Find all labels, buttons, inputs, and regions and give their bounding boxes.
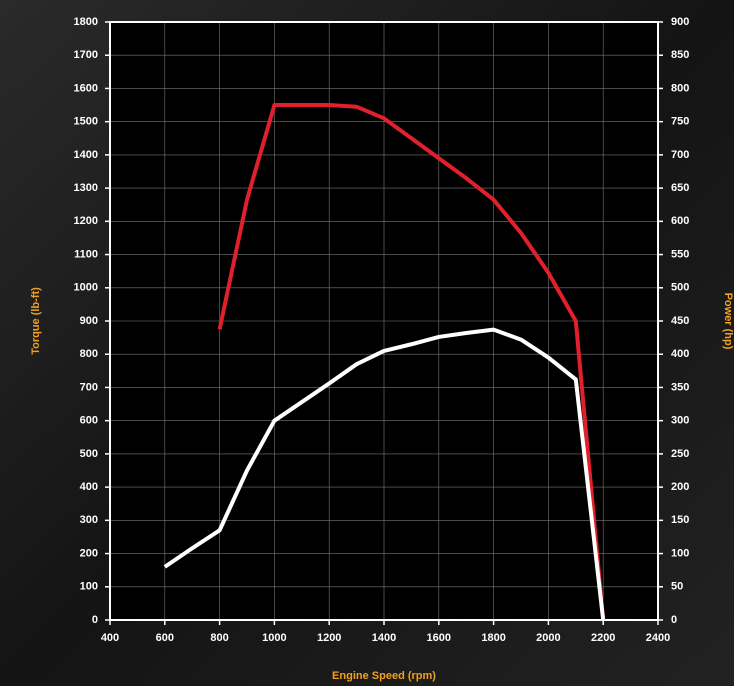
y-tick-label: 1800	[74, 16, 98, 28]
y-tick-label: 1300	[74, 182, 98, 194]
x-tick-label: 1400	[372, 632, 396, 644]
y-tick-label: 100	[80, 581, 98, 593]
y2-tick-label: 150	[671, 514, 689, 526]
x-tick-label: 600	[156, 632, 174, 644]
y-tick-label: 600	[80, 415, 98, 427]
series-line	[217, 103, 606, 621]
y-tick-label: 900	[80, 315, 98, 327]
y2-tick-label: 550	[671, 248, 689, 260]
y-tick-label: 400	[80, 481, 98, 493]
y2-tick-label: 250	[671, 448, 689, 460]
y2-axis-title: Power (hp)	[722, 293, 734, 350]
y-tick-label: 1700	[74, 49, 98, 61]
y-tick-label: 1200	[74, 215, 98, 227]
y2-tick-label: 650	[671, 182, 689, 194]
y2-tick-label: 0	[671, 614, 677, 626]
x-tick-label: 2200	[591, 632, 615, 644]
x-tick-label: 400	[101, 632, 119, 644]
y2-tick-label: 400	[671, 348, 689, 360]
x-axis-title: Engine Speed (rpm)	[332, 670, 436, 682]
y-tick-label: 1000	[74, 282, 98, 294]
series-line	[163, 327, 606, 621]
plot-frame	[109, 21, 659, 621]
y2-tick-label: 100	[671, 547, 689, 559]
x-tick-label: 1800	[481, 632, 505, 644]
y2-tick-label: 900	[671, 16, 689, 28]
y2-tick-label: 800	[671, 82, 689, 94]
y-tick-label: 200	[80, 547, 98, 559]
y-tick-label: 1500	[74, 116, 98, 128]
x-tick-label: 2000	[536, 632, 560, 644]
x-tick-label: 800	[210, 632, 228, 644]
y2-tick-label: 850	[671, 49, 689, 61]
y-tick-label: 1400	[74, 149, 98, 161]
y2-tick-label: 750	[671, 116, 689, 128]
x-tick-label: 1000	[262, 632, 286, 644]
y-tick-label: 1100	[74, 248, 98, 260]
y-tick-label: 700	[80, 381, 98, 393]
y2-tick-label: 50	[671, 581, 683, 593]
y2-tick-label: 500	[671, 282, 689, 294]
x-tick-label: 1600	[427, 632, 451, 644]
y-axis-title: Torque (lb-ft)	[30, 287, 42, 355]
y2-tick-label: 350	[671, 381, 689, 393]
x-tick-label: 1200	[317, 632, 341, 644]
y-tick-label: 1600	[74, 82, 98, 94]
x-tick-label: 2400	[646, 632, 670, 644]
y2-tick-label: 200	[671, 481, 689, 493]
y-tick-label: 300	[80, 514, 98, 526]
y-tick-label: 500	[80, 448, 98, 460]
y2-tick-label: 700	[671, 149, 689, 161]
y2-tick-label: 450	[671, 315, 689, 327]
y-tick-label: 0	[92, 614, 98, 626]
y2-tick-label: 600	[671, 215, 689, 227]
y-tick-label: 800	[80, 348, 98, 360]
y2-tick-label: 300	[671, 415, 689, 427]
